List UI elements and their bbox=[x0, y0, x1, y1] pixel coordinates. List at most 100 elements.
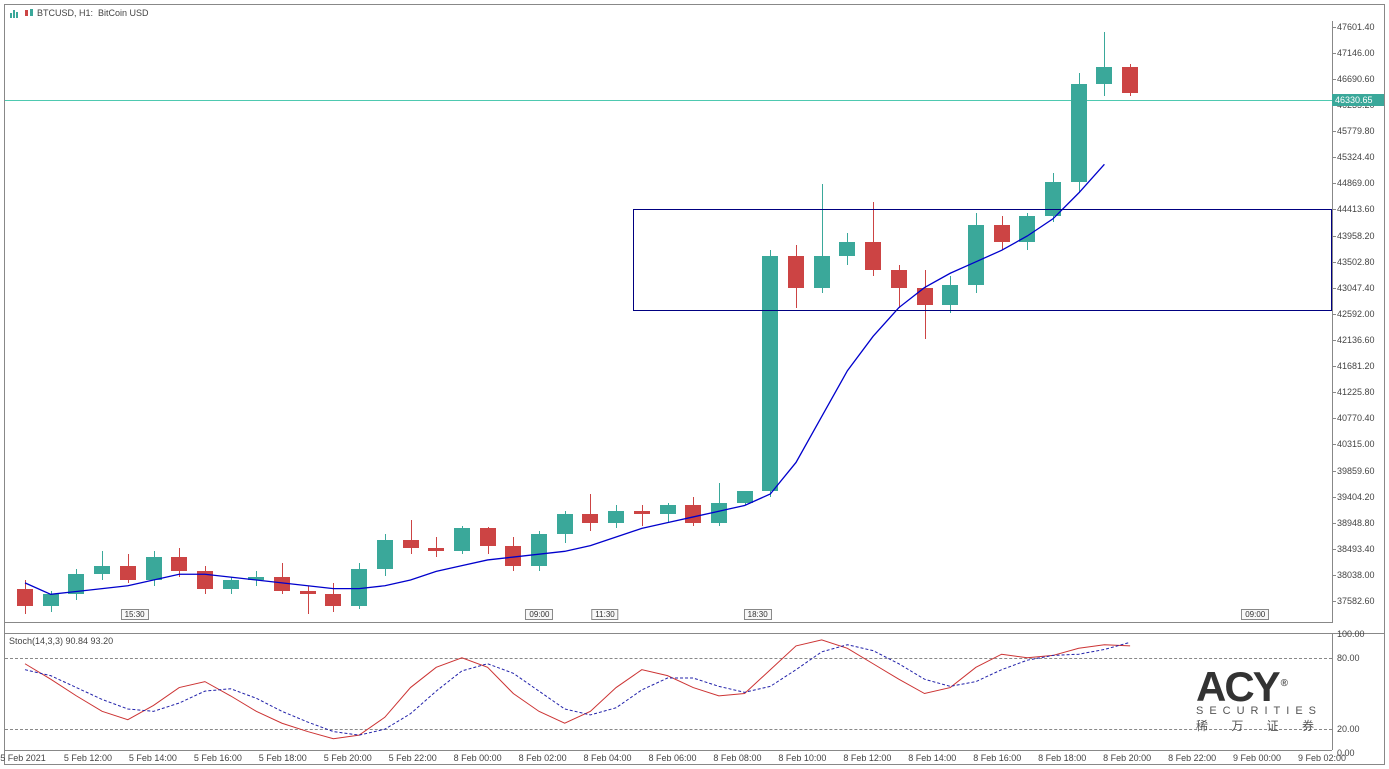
range-box-annotation[interactable] bbox=[633, 209, 1332, 310]
x-tick-label: 9 Feb 02:00 bbox=[1298, 753, 1346, 763]
candle-wick bbox=[411, 520, 412, 554]
stoch-y-label: 80.00 bbox=[1337, 653, 1360, 663]
x-axis: 5 Feb 20215 Feb 12:005 Feb 14:005 Feb 16… bbox=[5, 750, 1332, 764]
y-tick-label: 44413.60 bbox=[1337, 204, 1375, 214]
candle-wick bbox=[642, 505, 643, 525]
x-tick-label: 9 Feb 00:00 bbox=[1233, 753, 1281, 763]
x-tick-label: 5 Feb 14:00 bbox=[129, 753, 177, 763]
y-tick-label: 41681.20 bbox=[1337, 361, 1375, 371]
candle-body[interactable] bbox=[43, 594, 59, 605]
stoch-level-line bbox=[5, 658, 1332, 659]
y-tick-label: 42136.60 bbox=[1337, 335, 1375, 345]
y-axis-stoch: 100.0080.0020.000.00 bbox=[1332, 633, 1384, 750]
symbol-label: BTCUSD, H1: bbox=[37, 8, 93, 18]
y-tick-label: 40770.40 bbox=[1337, 413, 1375, 423]
x-tick-label: 5 Feb 22:00 bbox=[389, 753, 437, 763]
candle-body[interactable] bbox=[1096, 67, 1112, 84]
candle-body[interactable] bbox=[711, 503, 727, 523]
current-price-tag: 46330.65 bbox=[1332, 94, 1384, 106]
candle-wick bbox=[590, 494, 591, 531]
time-marker: 09:00 bbox=[525, 609, 553, 620]
y-tick-label: 43047.40 bbox=[1337, 283, 1375, 293]
candle-body[interactable] bbox=[634, 511, 650, 514]
x-tick-label: 5 Feb 12:00 bbox=[64, 753, 112, 763]
y-tick-label: 41225.80 bbox=[1337, 387, 1375, 397]
candle-icon bbox=[23, 7, 35, 19]
candle-body[interactable] bbox=[274, 577, 290, 591]
logo-text: ACY bbox=[1196, 663, 1279, 710]
y-tick-label: 39859.60 bbox=[1337, 466, 1375, 476]
main-chart-area[interactable]: 15:3009:0011:3018:3009:00 bbox=[5, 21, 1332, 623]
y-tick-label: 43958.20 bbox=[1337, 231, 1375, 241]
stoch-level-line bbox=[5, 729, 1332, 730]
y-tick-label: 47146.00 bbox=[1337, 48, 1375, 58]
candle-body[interactable] bbox=[428, 548, 444, 551]
candle-body[interactable] bbox=[120, 566, 136, 580]
chart-header: BTCUSD, H1: BitCoin USD bbox=[5, 5, 149, 21]
broker-logo: ACY® SECURITIES 稀 万 证 券 bbox=[1196, 669, 1324, 734]
candle-body[interactable] bbox=[480, 528, 496, 545]
y-tick-label: 38493.40 bbox=[1337, 544, 1375, 554]
y-tick-label: 45779.80 bbox=[1337, 126, 1375, 136]
x-tick-label: 8 Feb 22:00 bbox=[1168, 753, 1216, 763]
y-tick-label: 47601.40 bbox=[1337, 22, 1375, 32]
time-marker: 15:30 bbox=[121, 609, 149, 620]
x-tick-label: 8 Feb 06:00 bbox=[648, 753, 696, 763]
candle-body[interactable] bbox=[17, 589, 33, 606]
logo-chinese: 稀 万 证 券 bbox=[1196, 717, 1324, 734]
candle-body[interactable] bbox=[737, 491, 753, 502]
stoch-line bbox=[5, 634, 1332, 750]
candle-body[interactable] bbox=[403, 540, 419, 549]
y-tick-label: 42592.00 bbox=[1337, 309, 1375, 319]
candle-body[interactable] bbox=[685, 505, 701, 522]
x-tick-label: 5 Feb 18:00 bbox=[259, 753, 307, 763]
x-tick-label: 8 Feb 00:00 bbox=[454, 753, 502, 763]
current-price-line bbox=[5, 100, 1332, 101]
candle-wick bbox=[1104, 32, 1105, 95]
candle-body[interactable] bbox=[248, 577, 264, 580]
candle-body[interactable] bbox=[1071, 84, 1087, 181]
candle-body[interactable] bbox=[197, 571, 213, 588]
x-tick-label: 8 Feb 10:00 bbox=[778, 753, 826, 763]
stochastic-panel[interactable]: Stoch(14,3,3) 90.84 93.20 bbox=[5, 633, 1332, 750]
moving-average-line bbox=[5, 21, 1332, 622]
y-tick-label: 46690.60 bbox=[1337, 74, 1375, 84]
registered-icon: ® bbox=[1281, 678, 1286, 689]
candle-body[interactable] bbox=[94, 566, 110, 575]
time-marker: 18:30 bbox=[744, 609, 772, 620]
candle-body[interactable] bbox=[300, 591, 316, 594]
candle-body[interactable] bbox=[557, 514, 573, 534]
candle-body[interactable] bbox=[351, 569, 367, 606]
candle-wick bbox=[308, 586, 309, 615]
candle-body[interactable] bbox=[68, 574, 84, 594]
x-tick-label: 5 Feb 16:00 bbox=[194, 753, 242, 763]
x-tick-label: 8 Feb 12:00 bbox=[843, 753, 891, 763]
stochastic-label: Stoch(14,3,3) 90.84 93.20 bbox=[9, 636, 113, 646]
candle-body[interactable] bbox=[531, 534, 547, 566]
y-tick-label: 44869.00 bbox=[1337, 178, 1375, 188]
x-tick-label: 8 Feb 14:00 bbox=[908, 753, 956, 763]
candle-body[interactable] bbox=[377, 540, 393, 569]
candle-body[interactable] bbox=[325, 594, 341, 605]
symbol-desc: BitCoin USD bbox=[98, 8, 149, 18]
candle-body[interactable] bbox=[660, 505, 676, 514]
bars-icon bbox=[9, 7, 21, 19]
candle-body[interactable] bbox=[146, 557, 162, 580]
y-tick-label: 43502.80 bbox=[1337, 257, 1375, 267]
candle-body[interactable] bbox=[1122, 67, 1138, 93]
candle-body[interactable] bbox=[171, 557, 187, 571]
y-tick-label: 37582.60 bbox=[1337, 596, 1375, 606]
stoch-y-label: 100.00 bbox=[1337, 629, 1365, 639]
candle-wick bbox=[436, 537, 437, 557]
candle-body[interactable] bbox=[582, 514, 598, 523]
candle-body[interactable] bbox=[608, 511, 624, 522]
stoch-y-label: 20.00 bbox=[1337, 724, 1360, 734]
candle-body[interactable] bbox=[223, 580, 239, 589]
y-tick-label: 40315.00 bbox=[1337, 439, 1375, 449]
candle-body[interactable] bbox=[505, 546, 521, 566]
candle-body[interactable] bbox=[454, 528, 470, 551]
x-tick-label: 8 Feb 02:00 bbox=[519, 753, 567, 763]
chart-container: BTCUSD, H1: BitCoin USD 15:3009:0011:301… bbox=[4, 4, 1385, 765]
y-tick-label: 38038.00 bbox=[1337, 570, 1375, 580]
logo-subtitle: SECURITIES bbox=[1196, 705, 1324, 717]
